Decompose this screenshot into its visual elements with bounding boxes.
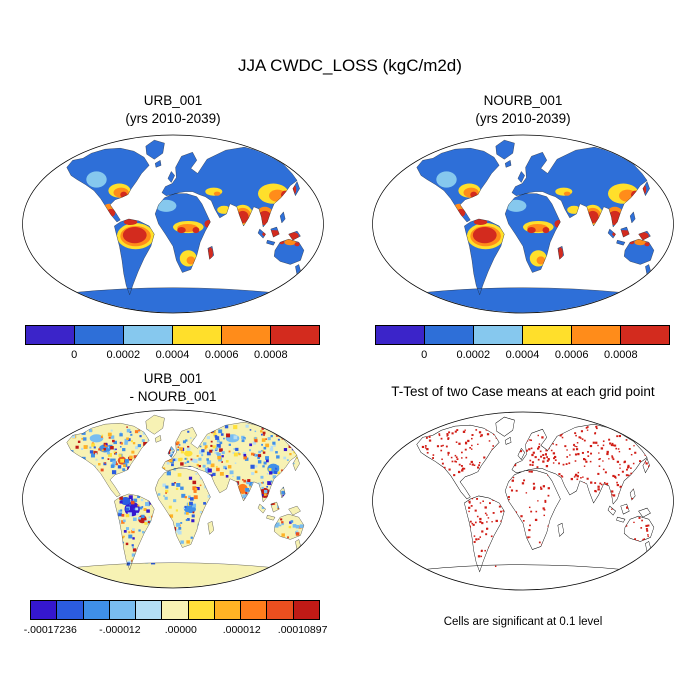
map-nourb-mean: [370, 133, 676, 315]
map-difference: [20, 408, 326, 590]
colorbar-ticks: 0 0.0002 0.0004 0.0006 0.0008: [25, 349, 320, 364]
map-outline: [372, 134, 674, 314]
colorbar-tick-label: 0.0004: [505, 349, 540, 361]
colorbar-segment: [293, 601, 319, 619]
colorbar-segment: [376, 326, 425, 344]
colorbar-segment: [222, 326, 271, 344]
map-outline: [22, 134, 324, 314]
panel-title-ttest: T-Test of two Case means at each grid po…: [391, 384, 655, 399]
colorbar-tick-label: 0.0002: [106, 349, 141, 361]
significance-caption: Cells are significant at 0.1 level: [443, 616, 603, 628]
panel-title-nourb-line1: NOURB_001: [483, 93, 563, 108]
colorbar-bar: [25, 325, 320, 345]
colorbar-segment: [162, 601, 189, 619]
colorbar-tick-label: .00010897: [277, 624, 328, 636]
colorbar-segment: [572, 326, 621, 344]
colorbar-tick-label: 0.0006: [204, 349, 239, 361]
map-ttest: [370, 410, 676, 592]
colorbar-segment: [57, 601, 84, 619]
map-urb-mean: [20, 133, 326, 315]
map-outline: [372, 411, 674, 591]
panel-title-nourb: NOURB_001 (yrs 2010-2039): [370, 92, 676, 127]
panel-title-difference: URB_001 - NOURB_001: [20, 370, 326, 405]
colorbar-segment: [173, 326, 222, 344]
colorbar-tick-label: 0.0004: [155, 349, 190, 361]
colorbar-segment: [214, 601, 242, 619]
colorbar-segment: [523, 326, 572, 344]
colorbar-mean-urb: 0 0.0002 0.0004 0.0006 0.0008: [25, 325, 320, 364]
colorbar-tick-label: 0.0008: [603, 349, 638, 361]
colorbar-segment: [31, 601, 58, 619]
colorbar-tick-label: 0: [421, 349, 428, 361]
colorbar-segment: [26, 326, 75, 344]
colorbar-segment: [621, 326, 669, 344]
colorbar-bar: [375, 325, 670, 345]
colorbar-tick-label: 0: [71, 349, 78, 361]
colorbar-segment: [474, 326, 523, 344]
colorbar-segment: [271, 326, 319, 344]
panel-title-difference-line2: - NOURB_001: [129, 388, 217, 404]
colorbar-segment: [136, 601, 163, 619]
panel-title-urb-line2: (yrs 2010-2039): [125, 110, 221, 126]
colorbar-segment: [241, 601, 268, 619]
colorbar-segment: [109, 601, 137, 619]
colorbar-mean-nourb: 0 0.0002 0.0004 0.0006 0.0008: [375, 325, 670, 364]
colorbar-segment: [425, 326, 474, 344]
panel-title-urb: URB_001 (yrs 2010-2039): [20, 92, 326, 127]
colorbar-segment: [83, 601, 110, 619]
colorbar-segment: [124, 326, 173, 344]
colorbar-segment: [267, 601, 294, 619]
colorbar-ticks: 0 0.0002 0.0004 0.0006 0.0008: [375, 349, 670, 364]
colorbar-segment: [188, 601, 215, 619]
map-outline: [22, 409, 324, 589]
colorbar-tick-label: .00000: [164, 624, 197, 636]
colorbar-tick-label: 0.0008: [253, 349, 288, 361]
colorbar-tick-label: 0.0006: [554, 349, 589, 361]
colorbar-bar: [30, 600, 320, 620]
figure-title: JJA CWDC_LOSS (kgC/m2d): [238, 56, 462, 75]
colorbar-segment: [75, 326, 124, 344]
panel-title-difference-line1: URB_001: [143, 371, 203, 386]
panel-title-nourb-line2: (yrs 2010-2039): [475, 110, 571, 126]
colorbar-ticks: -.00017236 -.000012 .00000 .000012 .00010897: [24, 624, 328, 639]
panel-title-urb-line1: URB_001: [143, 93, 203, 108]
colorbar-difference: -.00017236 -.000012 .00000 .000012 .00010897: [24, 600, 328, 639]
colorbar-tick-label: 0.0002: [456, 349, 491, 361]
colorbar-tick-label: -.00017236: [23, 624, 77, 636]
colorbar-tick-label: .000012: [222, 624, 261, 636]
colorbar-tick-label: -.000012: [99, 624, 141, 636]
